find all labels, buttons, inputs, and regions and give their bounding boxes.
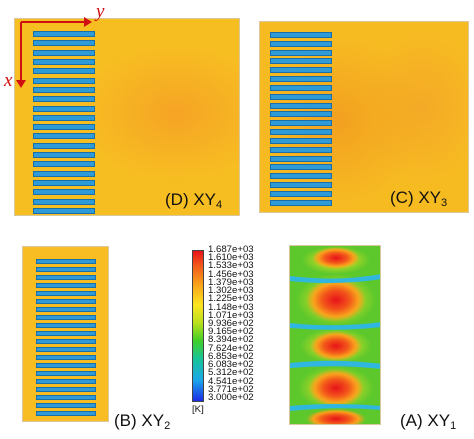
colorbar-tick-label: 6.853e+02 (208, 350, 254, 362)
stripe (33, 170, 95, 177)
temperature-colorbar (192, 250, 204, 402)
stripe (33, 58, 95, 65)
colorbar-tick-label: 8.394e+02 (208, 334, 254, 346)
y-axis-label: y (96, 1, 105, 22)
stripe (36, 403, 96, 408)
x-axis-label: x (4, 70, 13, 91)
stripe (33, 77, 95, 84)
stripe (33, 180, 95, 186)
stripe (36, 267, 96, 272)
stripe (270, 84, 332, 91)
panel-d-label: (D) XY4 (165, 190, 223, 211)
stripe (33, 142, 95, 149)
stripe (270, 67, 332, 74)
stripe (270, 146, 332, 153)
stripe (36, 323, 96, 328)
stripe (33, 68, 95, 75)
stripe (270, 58, 332, 65)
colorbar-tick-label: 1.379e+03 (208, 276, 254, 288)
colorbar-unit: [K] (192, 404, 204, 415)
stripe (270, 76, 332, 83)
stripe (33, 105, 95, 112)
stripe (270, 199, 332, 206)
colorbar-tick-label: 1.610e+03 (208, 252, 254, 264)
stripe (36, 363, 96, 368)
stripe (36, 315, 96, 320)
stripe (270, 182, 332, 189)
colorbar-tick-label: 1.071e+03 (208, 309, 254, 321)
stripe (36, 379, 96, 384)
colorbar-tick-label: 1.533e+03 (208, 260, 254, 272)
stripe (33, 86, 95, 93)
panel-a-field (290, 246, 380, 424)
stripe (36, 307, 96, 312)
stripe (36, 371, 96, 376)
stripe (33, 96, 95, 103)
stripe (270, 40, 332, 47)
colorbar-tick-label: 7.624e+02 (208, 342, 254, 354)
colorbar-tick-label: 1.148e+03 (208, 301, 254, 313)
stripe (36, 331, 96, 336)
panel-a-label: (A) XY1 (400, 411, 457, 432)
stripe (36, 275, 96, 280)
colorbar-tick-label: 1.687e+03 (208, 244, 254, 255)
colorbar-tick-label: 3.771e+02 (208, 383, 254, 395)
stripe (33, 189, 95, 196)
stripe (270, 49, 332, 56)
stripe-array-d (33, 31, 95, 214)
panel-b-label: (B) XY2 (114, 411, 171, 432)
stripe (33, 114, 95, 121)
colorbar-tick-label: 1.302e+03 (208, 285, 254, 297)
stripe (33, 207, 95, 214)
stripe (270, 32, 332, 38)
y-arrowhead (84, 17, 92, 27)
stripe (270, 129, 332, 136)
stripe (270, 93, 332, 100)
colorbar-tick-label: 1.456e+03 (208, 268, 254, 280)
stripe (33, 124, 95, 131)
stripe (270, 173, 332, 180)
stripe (270, 111, 332, 118)
stripe (36, 291, 96, 296)
x-arrowhead (16, 80, 26, 88)
stripe (33, 161, 95, 168)
stripe (33, 31, 95, 37)
stripe (33, 40, 95, 47)
colorbar-tick-label: 9.165e+02 (208, 326, 254, 338)
panel-c-xy3: (C) XY3 (259, 21, 469, 213)
stripe (270, 137, 332, 144)
colorbar-tick-label: 5.312e+02 (208, 367, 254, 379)
colorbar-tick-label: 6.083e+02 (208, 359, 254, 371)
cool-channels (290, 274, 380, 411)
colorbar-tick-label: 9.936e+02 (208, 318, 254, 329)
stripe (33, 152, 95, 159)
stripe (36, 387, 96, 392)
colorbar-tick-label: 1.225e+03 (208, 293, 254, 305)
stripe (36, 355, 96, 360)
stripe (36, 299, 96, 304)
stripe (36, 259, 96, 264)
panel-d-xy4: (D) XY4 (14, 18, 240, 216)
stripe (36, 411, 96, 416)
stripe (270, 190, 332, 197)
stripe (270, 120, 332, 127)
colorbar-tick-label: 3.000e+02 (208, 392, 254, 403)
stripe (36, 395, 96, 400)
panel-b-xy2 (22, 246, 109, 422)
panel-a-xy1 (289, 245, 381, 425)
axis-indicator (16, 17, 92, 88)
colorbar-tick-label: 4.541e+02 (208, 375, 254, 387)
stripe (33, 133, 95, 140)
stripe (270, 155, 332, 162)
stripe (33, 198, 95, 205)
stripe (270, 164, 332, 171)
stripe (36, 339, 96, 344)
panel-c-label: (C) XY3 (390, 188, 448, 209)
stripe (36, 283, 96, 288)
stripe-array-c (270, 32, 332, 206)
stripe-array-b (36, 259, 96, 416)
stripe (33, 49, 95, 56)
stripe (36, 347, 96, 352)
stripe (270, 102, 332, 109)
